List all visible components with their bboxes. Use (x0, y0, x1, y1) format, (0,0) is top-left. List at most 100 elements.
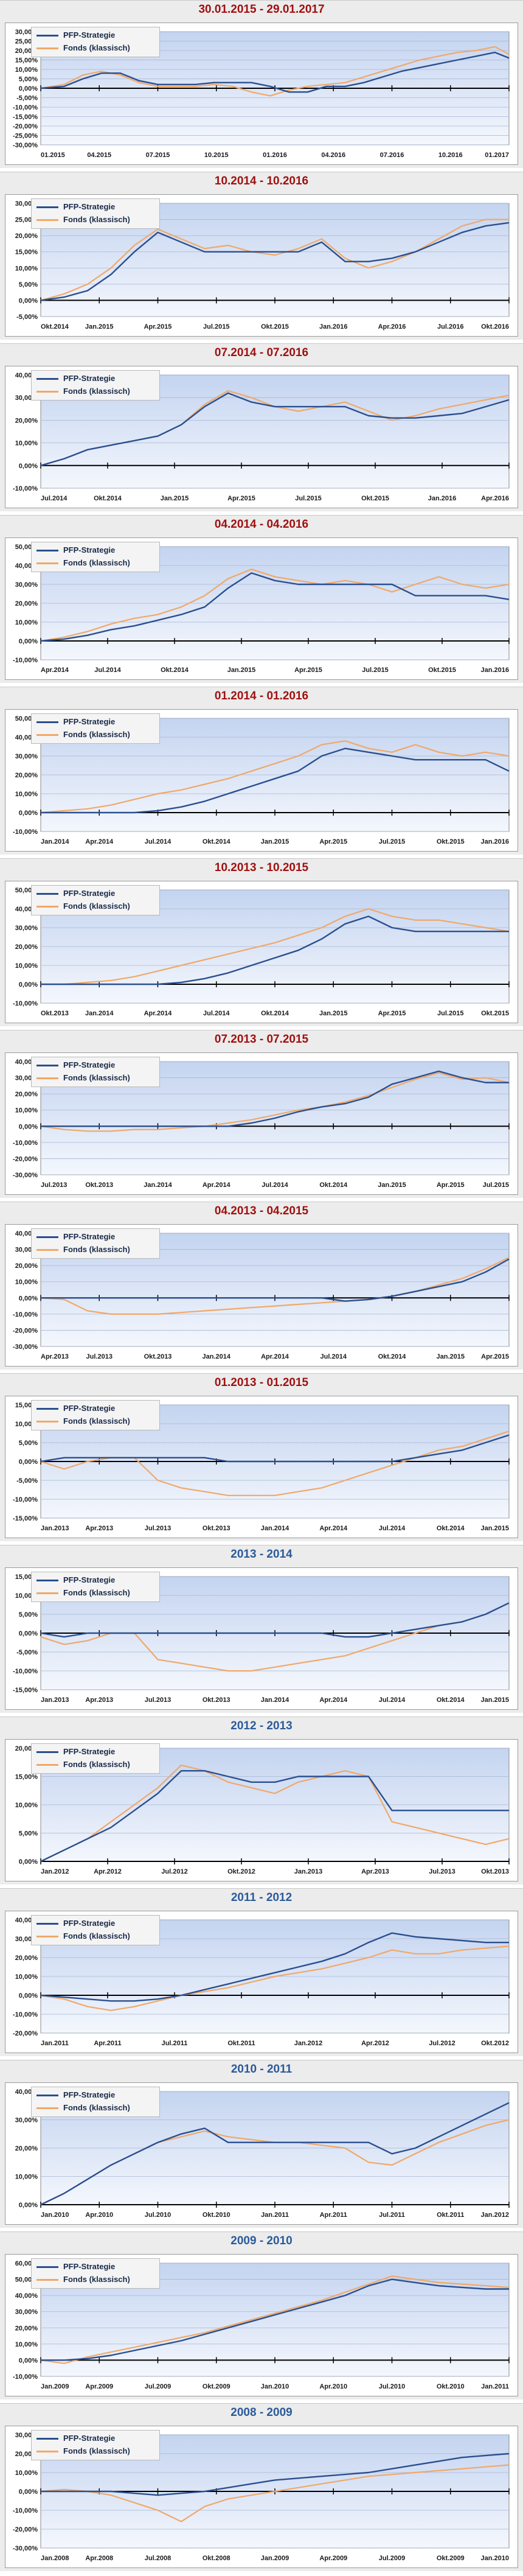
legend: PFP-Strategie Fonds (klassisch) (31, 542, 160, 572)
x-tick-label: Apr.2013 (361, 1868, 389, 1875)
chart-title: 2011 - 2012 (230, 1891, 293, 1904)
x-tick-label: Jan.2010 (41, 2211, 69, 2219)
legend-label: Fonds (klassisch) (63, 1416, 130, 1426)
chart-svg: -30,00%-20,00%-10,00%0,00%10,00%20,00%30… (13, 1059, 510, 1189)
series-line-strategy (40, 392, 510, 466)
chart-panel: 10.2013 - 10.2015 -10,00% 0,00% 10,00% 20,00… (0, 858, 523, 1026)
chart-panel: 2011 - 2012 -20,00% -10,00% 0,00% 10,00% 20,0… (0, 1888, 523, 2056)
series-line-strategy (40, 572, 510, 642)
x-tick-label: Jan.2015 (261, 838, 289, 845)
chart-title: 2013 - 2014 (230, 1548, 293, 1561)
y-tick-label: -30,00% (13, 2545, 38, 2552)
x-tick-label: Jan.2012 (41, 1868, 69, 1875)
legend-item-fund: Fonds (klassisch) (36, 2273, 158, 2286)
y-tick-label: 10,00% (15, 440, 38, 447)
y-tick-label: 20,00% (15, 600, 38, 607)
x-tick-label: Apr.2013 (41, 1353, 69, 1360)
legend-label: PFP-Strategie (63, 717, 116, 726)
y-tick-label: -10,00% (13, 1139, 38, 1147)
legend-swatch (36, 391, 58, 393)
x-tick-label: Okt.2014 (203, 838, 231, 845)
y-tick-label: 10,00% (15, 962, 38, 970)
legend-item-fund: Fonds (klassisch) (36, 729, 158, 741)
x-tick-label: Jul.2013 (145, 1525, 171, 1532)
series-line-strategy (41, 915, 509, 985)
x-tick-label: Apr.2014 (41, 667, 69, 674)
x-tick-label: Jul.2014 (320, 1353, 347, 1360)
y-tick-label: -10,00% (13, 2011, 38, 2018)
y-tick-label: -20,00% (13, 123, 38, 130)
legend-swatch (36, 1077, 58, 1079)
y-tick-label: 5,00% (19, 1611, 38, 1619)
chart-panel: 2010 - 2011 0,00% 10,00% 20,00% 30,00% 40,00%… (0, 2060, 523, 2228)
y-tick-label: 40,00% (15, 2292, 38, 2300)
legend-label: PFP-Strategie (63, 545, 116, 555)
legend-label: Fonds (klassisch) (63, 558, 130, 567)
legend-item-strategy: PFP-Strategie (36, 1746, 158, 1758)
legend-item-strategy: PFP-Strategie (36, 1917, 158, 1930)
y-tick-label: -10,00% (13, 2373, 38, 2381)
legend-label: Fonds (klassisch) (63, 1760, 130, 1769)
y-tick-label: -10,00% (13, 485, 38, 492)
x-tick-label: Jan.2009 (261, 2555, 289, 2562)
legend-label: PFP-Strategie (63, 202, 116, 211)
x-tick-label: Jan.2011 (481, 2383, 509, 2390)
y-tick-label: 5,00% (19, 281, 38, 289)
x-tick-label: Jan.2011 (261, 2211, 289, 2219)
y-tick-label: -30,00% (13, 1172, 38, 1179)
x-tick-label: Jan.2008 (41, 2555, 69, 2562)
y-tick-label: 0,00% (19, 463, 38, 470)
legend-item-fund: Fonds (klassisch) (36, 214, 158, 226)
y-tick-label: 0,00% (19, 85, 38, 93)
x-tick-label: Jan.2012 (481, 2211, 509, 2219)
x-tick-label: Jan.2016 (481, 838, 509, 845)
legend-item-fund: Fonds (klassisch) (36, 1072, 158, 1084)
legend: PFP-Strategie Fonds (klassisch) (31, 2430, 160, 2460)
chart-panel: 07.2013 - 07.2015 -30,00% -20,00% -10,00% 0,… (0, 1030, 523, 1198)
x-tick-label: Jan.2015 (481, 1525, 509, 1532)
chart-title: 07.2014 - 07.2016 (214, 346, 309, 359)
y-tick-label: -15,00% (13, 1515, 38, 1522)
legend: PFP-Strategie Fonds (klassisch) (31, 1915, 160, 1945)
y-tick-label: 20,00% (15, 772, 38, 779)
chart-frame: -30,00% -20,00% -10,00% 0,00% 10,00% 20,00% 30… (5, 2426, 518, 2568)
chart-panel: 01.2014 - 01.2016 -10,00% 0,00% 10,00% 20,00… (0, 687, 523, 855)
legend-item-fund: Fonds (klassisch) (36, 1244, 158, 1256)
x-tick-label: Jan.2012 (294, 2040, 322, 2047)
legend-swatch (36, 1592, 58, 1594)
y-tick-label: 5,00% (19, 1440, 38, 1447)
legend-item-strategy: PFP-Strategie (36, 2261, 158, 2273)
x-tick-label: Jul.2010 (145, 2211, 171, 2219)
y-tick-label: 10,00% (15, 1279, 38, 1286)
x-tick-label: Jul.2015 (203, 323, 229, 331)
y-tick-label: -20,00% (13, 2526, 38, 2533)
x-tick-label: 10.2016 (438, 152, 463, 159)
series-line-strategy (40, 1932, 509, 2002)
chart-panel: 2012 - 2013 0,00% 5,00% 10,00% 15,00% 20,00% J… (0, 1717, 523, 1885)
y-tick-label: 0,00% (19, 810, 38, 817)
y-tick-label: -10,00% (13, 828, 38, 836)
legend: PFP-Strategie Fonds (klassisch) (31, 198, 160, 229)
y-tick-label: 0,00% (19, 1123, 38, 1130)
y-tick-label: 0,00% (19, 1630, 38, 1637)
series-line-fund (40, 569, 510, 642)
series-line-strategy (41, 747, 510, 814)
x-tick-label: Jul.2014 (379, 1696, 406, 1704)
chart-panel: 2013 - 2014 -15,00% -10,00% -5,00% 0,00% 5,00… (0, 1545, 523, 1713)
y-tick-label: 30,00% (15, 753, 38, 760)
series-line-fund (40, 740, 510, 814)
legend-item-strategy: PFP-Strategie (36, 2089, 158, 2101)
y-tick-label: 10,00% (15, 265, 38, 272)
series-line-fund (40, 46, 510, 97)
legend: PFP-Strategie Fonds (klassisch) (31, 370, 160, 401)
chart-panel: 2009 - 2010 -10,00% 0,00% 10,00% 20,00% 30,00… (0, 2231, 523, 2399)
legend-item-fund: Fonds (klassisch) (36, 1930, 158, 1942)
legend-item-fund: Fonds (klassisch) (36, 2445, 158, 2457)
x-tick-label: Jul.2009 (145, 2383, 171, 2390)
y-tick-label: 0,00% (19, 2357, 38, 2364)
chart-frame: -30,00% -20,00% -10,00% 0,00% 10,00% 20,00% 30… (5, 1224, 518, 1367)
x-tick-label: Apr.2014 (85, 838, 114, 845)
x-tick-label: Apr.2015 (378, 1010, 406, 1017)
x-tick-label: Okt.2009 (437, 2555, 465, 2562)
legend-label: Fonds (klassisch) (63, 901, 130, 911)
